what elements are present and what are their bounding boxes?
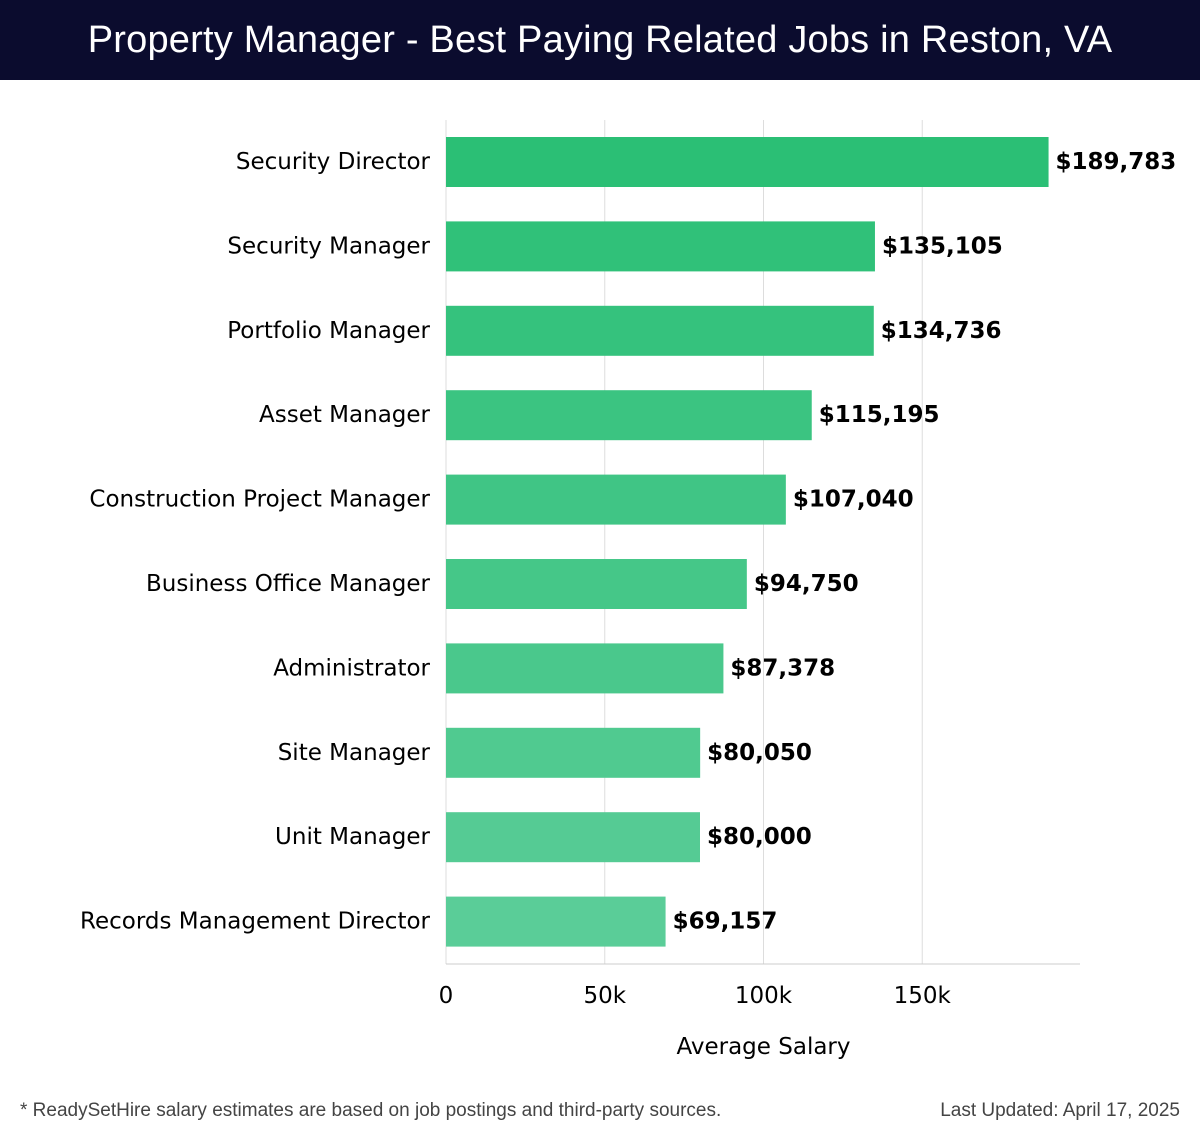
bar-8 [446,812,700,863]
category-label-0: Security Director [236,149,431,175]
category-label-1: Security Manager [227,233,430,259]
tick-label-150k: 150k [894,983,952,1009]
value-label-0: $189,783 [1056,149,1177,175]
category-label-9: Records Management Director [80,909,431,935]
bar-3 [446,390,812,441]
header-bar: Property Manager - Best Paying Related J… [0,0,1200,80]
value-label-8: $80,000 [707,824,812,850]
value-label-6: $87,378 [730,655,835,681]
bar-4 [446,474,786,525]
x-axis-title: Average Salary [676,1034,850,1060]
page-title: Property Manager - Best Paying Related J… [87,18,1113,61]
value-label-4: $107,040 [793,487,914,513]
bar-2 [446,305,874,356]
footer-note: * ReadySetHire salary estimates are base… [20,1100,722,1121]
tick-label-0: 0 [439,983,454,1009]
category-label-3: Asset Manager [259,402,431,428]
bar-0 [446,137,1049,187]
category-label-7: Site Manager [278,740,431,766]
tick-label-100k: 100k [735,983,793,1009]
category-label-2: Portfolio Manager [227,318,430,344]
bar-1 [446,221,875,272]
value-label-7: $80,050 [707,740,812,766]
tick-label-50k: 50k [583,983,626,1009]
salary-bar-chart: Security Director $189,783 Security Manage… [80,120,1177,1060]
last-updated: Last Updated: April 17, 2025 [940,1100,1180,1121]
value-label-2: $134,736 [881,318,1002,344]
value-label-1: $135,105 [882,233,1003,259]
bar-9 [446,896,666,947]
category-label-4: Construction Project Manager [89,487,430,513]
category-label-6: Administrator [273,655,430,681]
bar-6 [446,643,724,694]
category-label-8: Unit Manager [275,824,430,850]
value-label-5: $94,750 [754,571,859,597]
bar-5 [446,559,747,609]
value-label-9: $69,157 [673,909,778,935]
category-label-5: Business Office Manager [146,571,431,597]
bar-7 [446,727,701,778]
value-label-3: $115,195 [819,402,940,428]
